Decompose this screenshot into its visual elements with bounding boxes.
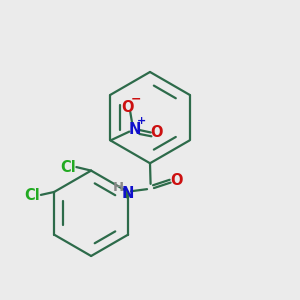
Text: H: H — [112, 181, 124, 194]
Text: N: N — [128, 122, 141, 137]
Text: −: − — [131, 92, 141, 105]
Text: O: O — [151, 125, 163, 140]
Text: O: O — [121, 100, 134, 115]
Text: +: + — [136, 116, 146, 126]
Text: N: N — [122, 186, 134, 201]
Text: O: O — [170, 173, 182, 188]
Text: Cl: Cl — [24, 188, 40, 203]
Text: Cl: Cl — [60, 160, 76, 175]
